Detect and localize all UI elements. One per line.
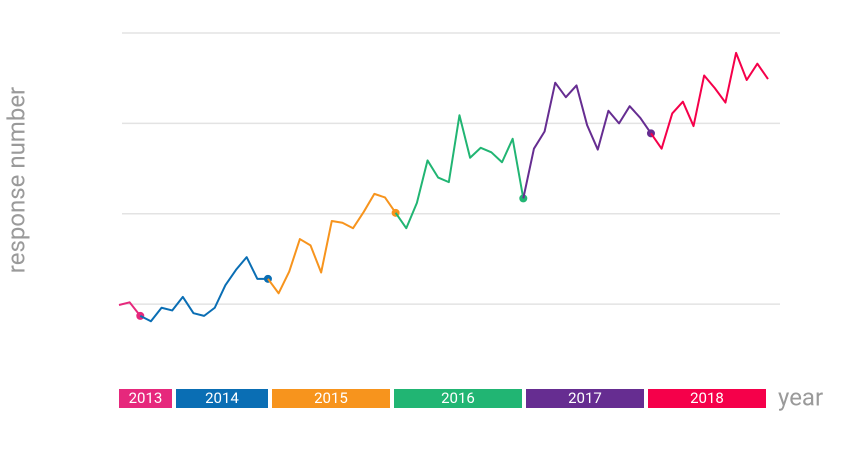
year-band [526, 389, 644, 408]
series-line [267, 192, 397, 295]
series-line [394, 114, 525, 230]
year-label: 2014 [205, 389, 239, 407]
year-band [272, 389, 390, 408]
year-label: 2013 [129, 389, 163, 407]
y-axis-label: response number [2, 87, 30, 273]
year-band [119, 389, 172, 408]
x-axis-label: year [778, 383, 823, 411]
year-label: 2015 [314, 389, 348, 407]
year-label: 2018 [690, 389, 724, 407]
year-band [176, 389, 268, 408]
year-label: 2016 [441, 389, 475, 407]
series-line [118, 301, 142, 317]
year-band [648, 389, 766, 408]
series-line [139, 256, 268, 323]
series-line [650, 51, 769, 150]
series-line [522, 81, 652, 199]
year-label: 2017 [568, 389, 602, 407]
year-band [394, 389, 522, 408]
